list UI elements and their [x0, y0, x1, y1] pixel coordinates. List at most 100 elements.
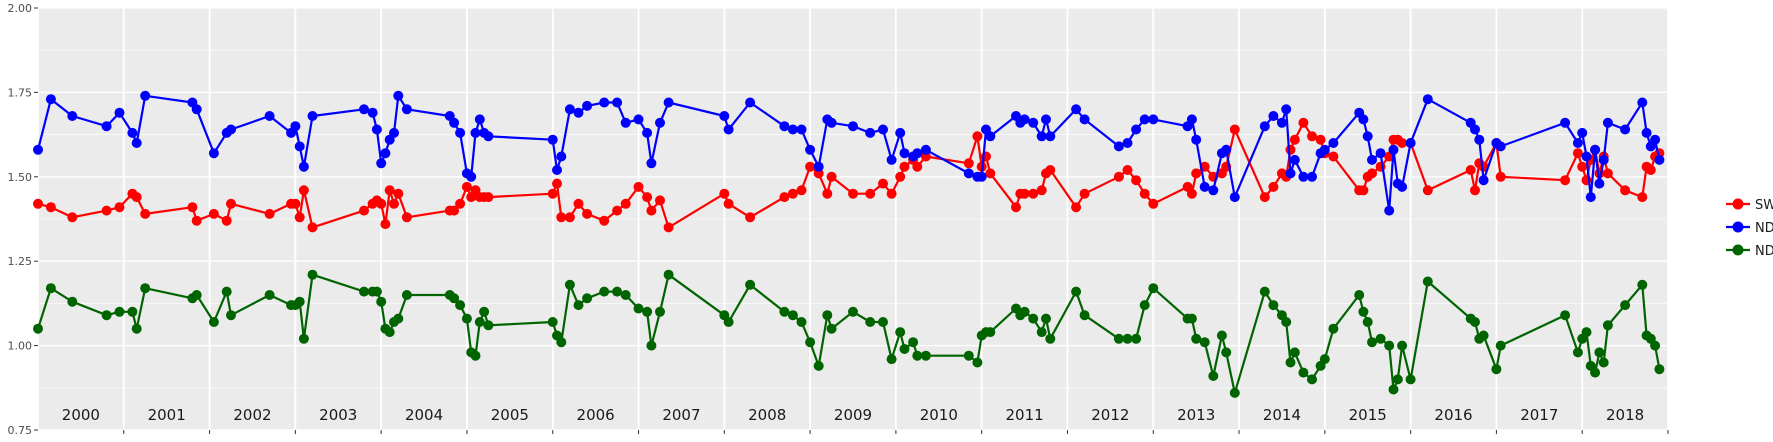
- data-point-ndvi: [1221, 144, 1232, 155]
- data-point-swir: [1645, 165, 1656, 175]
- data-point-ndvi: [1397, 181, 1408, 192]
- data-point-ndvi: [1637, 97, 1648, 108]
- data-point-ndwi: [1384, 340, 1395, 351]
- data-point-swir: [886, 188, 897, 199]
- data-point-ndwi: [376, 296, 387, 307]
- data-point-swir: [972, 131, 983, 142]
- data-point-swir: [359, 205, 369, 216]
- data-point-ndwi: [865, 317, 876, 327]
- data-point-ndwi: [1071, 286, 1082, 297]
- data-point-ndwi: [1495, 340, 1506, 351]
- year-label: 2013: [1177, 406, 1215, 424]
- data-point-ndwi: [920, 350, 931, 361]
- data-point-swir: [1113, 171, 1124, 182]
- data-point-ndwi: [895, 327, 906, 338]
- data-point-swir: [1422, 185, 1433, 196]
- data-point-swir: [376, 198, 387, 209]
- data-point-ndvi: [642, 127, 653, 138]
- data-point-ndwi: [359, 286, 369, 297]
- data-point-ndwi: [461, 313, 472, 324]
- data-point-ndwi: [573, 300, 584, 311]
- data-point-ndvi: [1594, 178, 1605, 189]
- data-point-ndvi: [1560, 117, 1571, 128]
- year-label: 2011: [1005, 406, 1043, 424]
- data-point-ndvi: [371, 124, 382, 135]
- data-point-ndvi: [393, 90, 404, 101]
- data-point-ndvi: [101, 121, 112, 132]
- data-point-ndwi: [642, 306, 653, 317]
- year-label: 2010: [920, 406, 958, 424]
- data-point-ndwi: [878, 317, 888, 327]
- data-point-swir: [547, 188, 558, 199]
- data-point-ndvi: [805, 144, 816, 155]
- data-point-ndvi: [865, 127, 876, 138]
- data-point-ndwi: [1259, 286, 1270, 297]
- data-point-ndvi: [140, 90, 151, 101]
- data-point-swir: [1358, 185, 1369, 196]
- data-point-ndvi: [1199, 181, 1210, 192]
- data-point-swir: [1298, 117, 1309, 128]
- data-point-ndwi: [1375, 333, 1386, 344]
- data-point-ndwi: [908, 337, 919, 348]
- data-point-ndvi: [1186, 114, 1197, 125]
- data-point-ndvi: [449, 117, 460, 128]
- data-point-ndvi: [1319, 144, 1330, 155]
- data-point-ndwi: [1041, 313, 1051, 324]
- year-label: 2002: [233, 406, 271, 424]
- data-point-swir: [1268, 181, 1279, 192]
- y-tick-label: 1.25: [8, 255, 33, 268]
- data-point-ndwi: [449, 293, 460, 304]
- year-label: 2014: [1263, 406, 1301, 424]
- legend-item-ndvi: NDVI: [1726, 221, 1773, 236]
- y-tick-label: 1.75: [8, 86, 33, 99]
- data-point-ndwi: [208, 317, 219, 327]
- data-point-swir: [1315, 134, 1326, 145]
- data-point-swir: [599, 215, 610, 226]
- data-point-ndwi: [1079, 310, 1090, 321]
- data-point-ndvi: [191, 104, 202, 115]
- data-point-ndvi: [912, 148, 923, 159]
- data-point-ndwi: [796, 317, 807, 327]
- year-label: 2003: [319, 406, 357, 424]
- data-point-swir: [1307, 131, 1317, 142]
- data-point-ndvi: [1478, 175, 1489, 186]
- data-point-ndwi: [1590, 367, 1601, 378]
- data-point-ndvi: [582, 100, 593, 111]
- data-point-ndvi: [1259, 121, 1270, 132]
- year-label: 2000: [62, 406, 100, 424]
- data-point-ndvi: [367, 107, 378, 118]
- data-point-ndvi: [976, 171, 987, 182]
- data-point-swir: [1367, 168, 1377, 179]
- year-label: 2015: [1349, 406, 1387, 424]
- data-point-ndvi: [1577, 127, 1588, 138]
- data-point-swir: [191, 215, 202, 226]
- data-point-ndwi: [1422, 276, 1433, 287]
- data-point-swir: [1495, 171, 1506, 182]
- data-point-ndwi: [131, 323, 142, 334]
- data-point-ndwi: [556, 337, 567, 348]
- data-point-ndwi: [899, 344, 910, 354]
- year-label: 2016: [1434, 406, 1472, 424]
- data-point-ndwi: [1354, 290, 1365, 300]
- data-point-ndvi: [127, 127, 138, 138]
- data-point-ndvi: [208, 148, 219, 159]
- data-point-ndvi: [787, 124, 798, 135]
- data-point-ndvi: [1298, 171, 1309, 182]
- year-label: 2007: [662, 406, 700, 424]
- data-point-ndwi: [1221, 347, 1232, 358]
- data-point-ndvi: [1405, 138, 1416, 148]
- data-point-swir: [294, 212, 305, 223]
- y-axis: 0.75 1.00 1.25 1.50 1.75 2.00: [8, 2, 1669, 437]
- data-point-ndvi: [1641, 127, 1652, 138]
- year-label: 2012: [1091, 406, 1129, 424]
- data-point-ndwi: [1298, 367, 1309, 378]
- data-point-ndwi: [1362, 317, 1373, 327]
- data-point-ndvi: [1654, 154, 1665, 165]
- data-point-ndvi: [599, 97, 610, 108]
- data-point-swir: [895, 171, 906, 182]
- data-point-ndwi: [483, 320, 494, 331]
- year-label: 2009: [834, 406, 872, 424]
- data-point-ndvi: [1590, 144, 1601, 155]
- data-point-swir: [646, 205, 657, 216]
- data-point-ndwi: [1491, 364, 1502, 375]
